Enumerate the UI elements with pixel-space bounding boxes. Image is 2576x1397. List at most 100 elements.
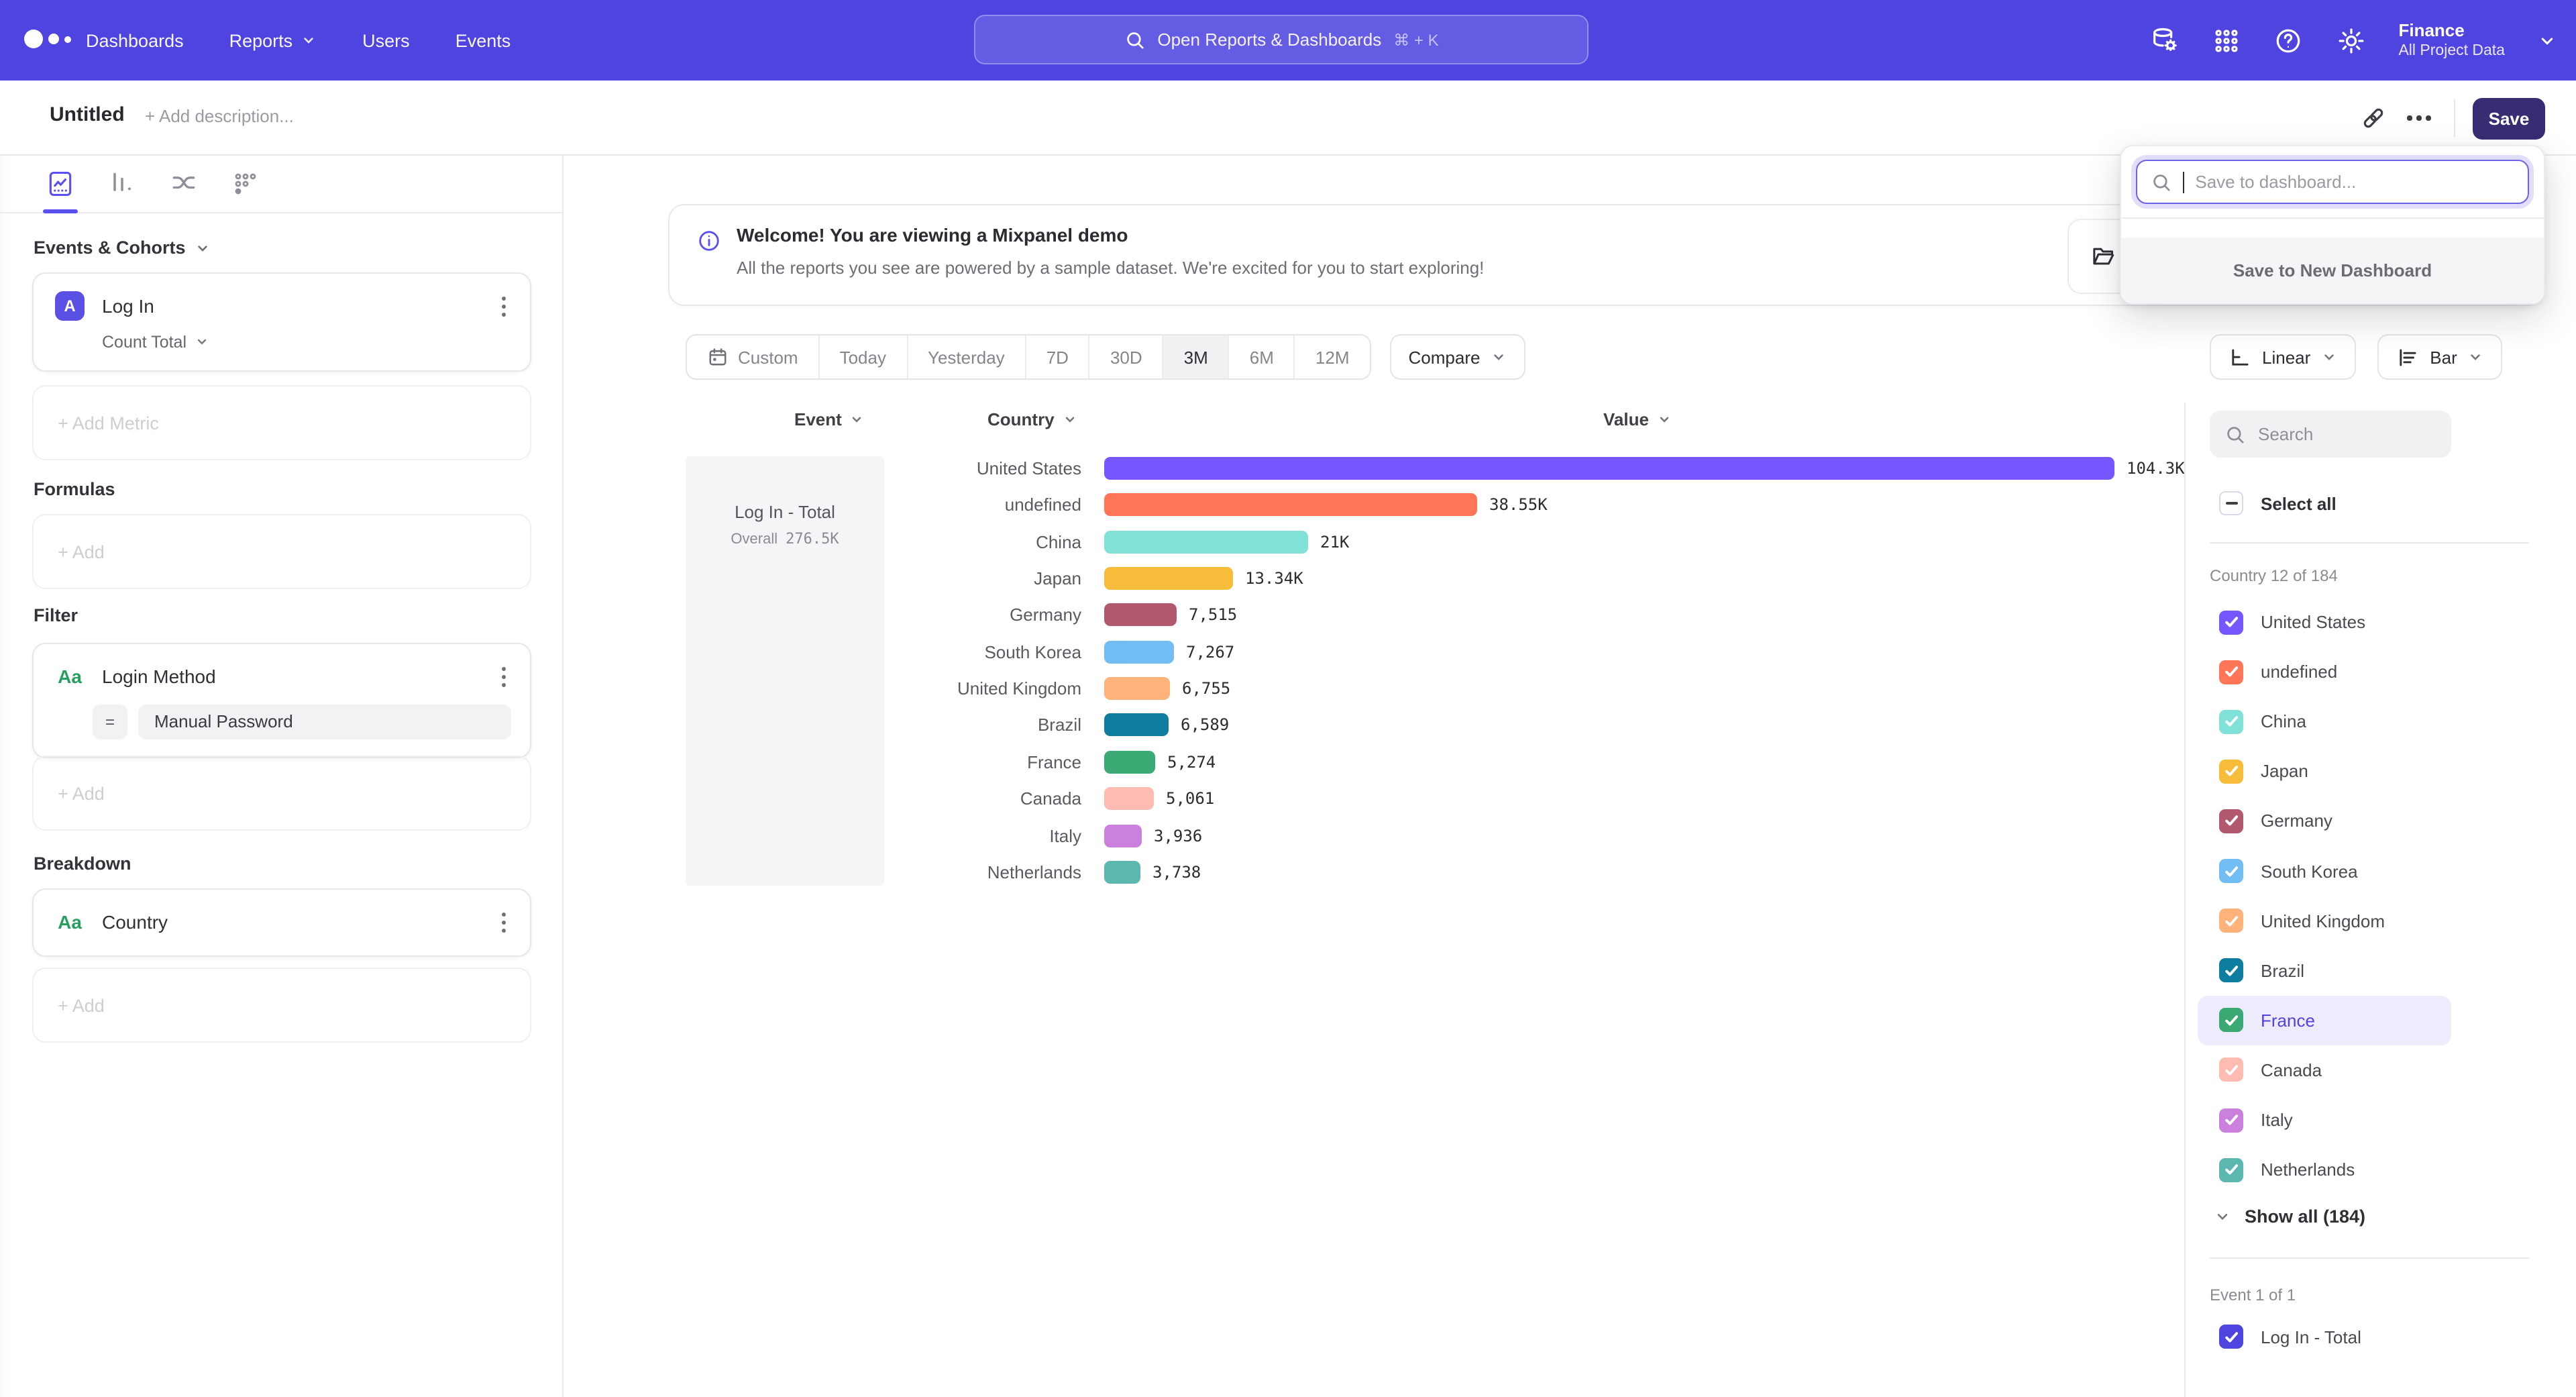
- select-all-checkbox[interactable]: Select all: [2219, 491, 2337, 515]
- date-segment-today[interactable]: Today: [820, 335, 908, 378]
- kebab-menu-icon[interactable]: [496, 291, 511, 322]
- column-header-value[interactable]: Value: [1603, 409, 1672, 429]
- breakdown-search-input[interactable]: Search: [2210, 411, 2451, 458]
- report-title-bar: Untitled + Add description... Save: [0, 81, 2576, 156]
- bar[interactable]: [1104, 603, 1177, 627]
- save-dashboard-search-input[interactable]: Save to dashboard...: [2136, 160, 2529, 204]
- bar[interactable]: [1104, 750, 1155, 774]
- linear-axis-icon: [2229, 346, 2251, 368]
- bar[interactable]: [1104, 824, 1142, 847]
- add-filter-button[interactable]: + Add: [32, 756, 531, 831]
- apps-grid-icon[interactable]: [2212, 26, 2240, 54]
- bar[interactable]: [1104, 713, 1169, 737]
- bar[interactable]: [1104, 640, 1174, 664]
- chart-row-italy: Italy 3,936: [564, 817, 2187, 853]
- bar[interactable]: [1104, 677, 1170, 701]
- nav-item-dashboards[interactable]: Dashboards: [86, 30, 184, 50]
- filter-card-login-method[interactable]: Aa Login Method = Manual Password: [32, 643, 531, 758]
- breakdown-item-france[interactable]: France: [2198, 995, 2451, 1045]
- add-breakdown-button[interactable]: + Add: [32, 968, 531, 1043]
- date-segment-30d[interactable]: 30D: [1090, 335, 1164, 378]
- bar[interactable]: [1104, 530, 1308, 554]
- aggregation-selector[interactable]: Count Total: [102, 333, 530, 352]
- checkbox-checked-icon: [2219, 1057, 2243, 1082]
- show-all-toggle[interactable]: Show all (184): [2214, 1206, 2365, 1227]
- date-segment-3m[interactable]: 3M: [1163, 335, 1230, 378]
- event-group-label: Event 1 of 1: [2210, 1286, 2296, 1304]
- chart-type-button[interactable]: Bar: [2377, 334, 2503, 380]
- string-property-badge: Aa: [58, 666, 82, 688]
- breakdown-item-south-korea[interactable]: South Korea: [2198, 846, 2451, 896]
- metric-card-log-in[interactable]: A Log In Count Total: [32, 272, 531, 372]
- date-segment-yesterday[interactable]: Yesterday: [908, 335, 1026, 378]
- breakdown-item-china[interactable]: China: [2198, 696, 2451, 746]
- bar[interactable]: [1104, 567, 1233, 590]
- tab-retention[interactable]: [231, 169, 260, 199]
- chart-row-china: China 21K: [564, 523, 2187, 560]
- add-formula-button[interactable]: + Add: [32, 514, 531, 589]
- save-button[interactable]: Save: [2473, 97, 2545, 139]
- divider: [2121, 217, 2544, 219]
- chart-row-united-states: United States 104.3K: [564, 450, 2187, 486]
- more-options-button[interactable]: [2396, 95, 2442, 141]
- project-switcher[interactable]: Finance All Project Data: [2398, 19, 2505, 60]
- chevron-down-icon[interactable]: [2537, 30, 2557, 50]
- help-icon[interactable]: [2272, 25, 2303, 56]
- add-metric-button[interactable]: + Add Metric: [32, 385, 531, 460]
- breakdown-item-germany[interactable]: Germany: [2198, 796, 2451, 846]
- date-segment-12m[interactable]: 12M: [1315, 347, 1350, 367]
- breakdown-item-canada[interactable]: Canada: [2198, 1045, 2451, 1095]
- nav-item-users[interactable]: Users: [362, 30, 410, 50]
- tab-insights[interactable]: [43, 169, 78, 213]
- breakdown-card-country[interactable]: Aa Country: [32, 888, 531, 957]
- breakdown-item-italy[interactable]: Italy: [2198, 1095, 2451, 1145]
- column-header-country[interactable]: Country: [987, 409, 1077, 429]
- nav-item-reports[interactable]: Reports: [229, 30, 317, 50]
- compare-button[interactable]: Compare: [1389, 334, 1526, 380]
- copy-link-button[interactable]: [2351, 95, 2396, 141]
- add-description[interactable]: + Add description...: [145, 106, 294, 126]
- column-header-event[interactable]: Event: [794, 409, 865, 429]
- save-to-new-dashboard-button[interactable]: Save to New Dashboard: [2121, 238, 2544, 303]
- checkbox-checked-icon: [2219, 1108, 2243, 1132]
- kebab-menu-icon[interactable]: [496, 662, 511, 692]
- breakdown-item-netherlands[interactable]: Netherlands: [2198, 1145, 2451, 1194]
- search-icon: [1124, 29, 1145, 50]
- global-search[interactable]: Open Reports & Dashboards ⌘ + K: [974, 15, 1589, 64]
- global-search-placeholder: Open Reports & Dashboards: [1157, 30, 1382, 50]
- tab-flows[interactable]: [169, 169, 199, 199]
- breakdown-item-united-states[interactable]: United States: [2198, 597, 2451, 647]
- bar-category-label: Netherlands: [987, 862, 1081, 882]
- event-summary-panel: Log In - Total Overall 276.5K: [686, 456, 884, 886]
- filter-operator[interactable]: =: [93, 704, 127, 739]
- bar[interactable]: [1104, 860, 1140, 884]
- folder-icon: [2090, 243, 2117, 270]
- breakdown-item-japan[interactable]: Japan: [2198, 747, 2451, 796]
- kebab-menu-icon[interactable]: [496, 907, 511, 938]
- bar[interactable]: [1104, 493, 1477, 517]
- breakdown-item-united-kingdom[interactable]: United Kingdom: [2198, 896, 2451, 945]
- text-cursor: [2183, 171, 2185, 193]
- chart-row-japan: Japan 13.34K: [564, 560, 2187, 597]
- report-title[interactable]: Untitled: [50, 103, 125, 126]
- section-events-cohorts[interactable]: Events & Cohorts: [34, 238, 211, 258]
- date-segment-custom[interactable]: Custom: [687, 335, 820, 378]
- chart-row-netherlands: Netherlands 3,738: [564, 854, 2187, 890]
- nav-item-events[interactable]: Events: [455, 30, 511, 50]
- bar-value-label: 38.55K: [1489, 495, 1548, 515]
- bar[interactable]: [1104, 787, 1154, 811]
- filter-value[interactable]: Manual Password: [138, 704, 511, 739]
- date-segment-6m[interactable]: 6M: [1230, 335, 1295, 378]
- date-segment-7d[interactable]: 7D: [1026, 335, 1090, 378]
- bar-value-label: 6,755: [1182, 679, 1231, 698]
- value-scale-button[interactable]: Linear: [2210, 334, 2357, 380]
- mixpanel-logo[interactable]: [24, 30, 71, 48]
- event-checkbox-item[interactable]: Log In - Total: [2219, 1325, 2361, 1349]
- tab-funnels[interactable]: [107, 169, 137, 199]
- settings-gear-icon[interactable]: [2335, 25, 2366, 56]
- breakdown-item-brazil[interactable]: Brazil: [2198, 945, 2451, 995]
- breakdown-item-undefined[interactable]: undefined: [2198, 647, 2451, 696]
- bar-category-label: South Korea: [984, 641, 1081, 662]
- data-management-icon[interactable]: [2149, 25, 2180, 56]
- bar[interactable]: [1104, 457, 2114, 480]
